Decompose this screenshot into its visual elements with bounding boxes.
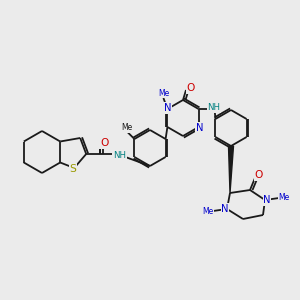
Polygon shape <box>229 146 233 193</box>
Text: N: N <box>196 123 203 133</box>
Text: O: O <box>255 170 263 180</box>
Text: Me: Me <box>121 124 132 133</box>
Text: Me: Me <box>278 194 290 202</box>
Text: NH: NH <box>208 103 220 112</box>
Text: N: N <box>164 103 171 113</box>
Text: Me: Me <box>158 88 169 98</box>
Text: O: O <box>187 83 195 93</box>
Text: Me: Me <box>202 206 214 215</box>
Text: S: S <box>70 164 76 174</box>
Text: N: N <box>221 204 229 214</box>
Text: NH: NH <box>113 152 126 160</box>
Text: N: N <box>263 195 271 205</box>
Text: O: O <box>100 138 108 148</box>
